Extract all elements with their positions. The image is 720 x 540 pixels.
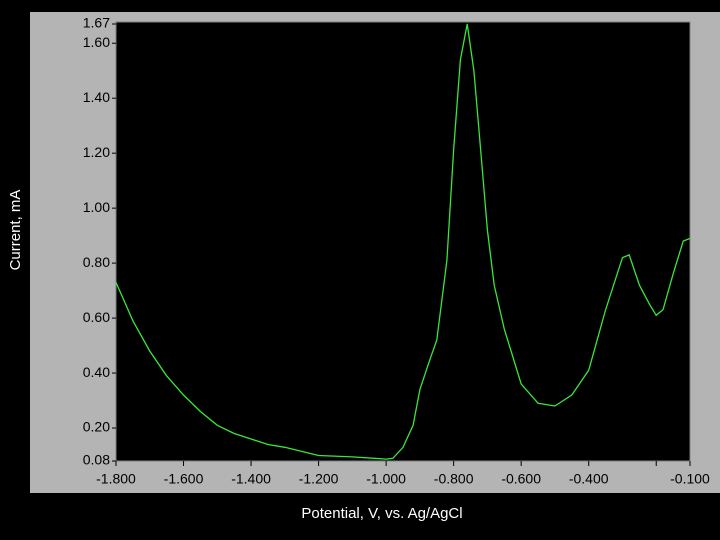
y-tick-label: 0.60 bbox=[83, 309, 110, 325]
y-tick-label: 1.20 bbox=[83, 144, 110, 160]
x-tick-label: -1.000 bbox=[366, 471, 406, 487]
x-axis-title: Potential, V, vs. Ag/AgCl bbox=[301, 505, 462, 522]
y-tick-label: 1.60 bbox=[83, 34, 110, 50]
x-tick-label: -0.600 bbox=[501, 471, 541, 487]
y-tick-label: 1.40 bbox=[83, 89, 110, 105]
y-tick-label: 0.20 bbox=[83, 419, 110, 435]
x-tick-label: -0.400 bbox=[569, 471, 609, 487]
y-tick-label: 0.08 bbox=[83, 452, 110, 468]
plot-area bbox=[115, 21, 691, 462]
x-tick-label: -1.600 bbox=[164, 471, 204, 487]
x-tick-label: -1.800 bbox=[96, 471, 136, 487]
x-tick-label: -0.100 bbox=[670, 471, 710, 487]
y-tick-label: 0.40 bbox=[83, 364, 110, 380]
x-tick-label: -1.200 bbox=[299, 471, 339, 487]
data-line bbox=[115, 23, 691, 460]
y-tick-label: 1.00 bbox=[83, 199, 110, 215]
x-tick-label: -0.800 bbox=[434, 471, 474, 487]
y-axis-title: Current, mA bbox=[7, 190, 24, 271]
y-tick-label: 1.67 bbox=[83, 15, 110, 31]
x-tick-label: -1.400 bbox=[231, 471, 271, 487]
y-tick-label: 0.80 bbox=[83, 254, 110, 270]
